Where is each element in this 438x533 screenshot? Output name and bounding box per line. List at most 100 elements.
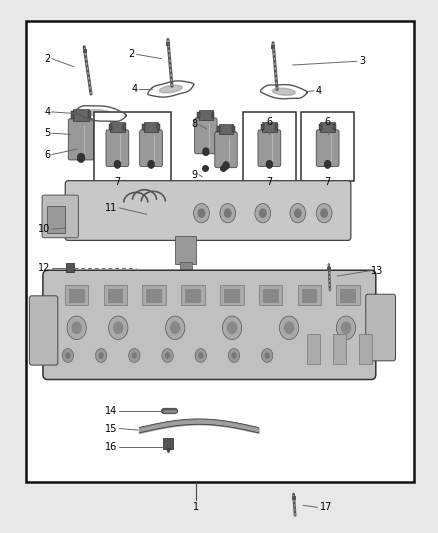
Text: 7: 7 — [325, 177, 331, 187]
Circle shape — [261, 349, 273, 362]
Circle shape — [162, 349, 173, 362]
Text: 4: 4 — [315, 86, 321, 95]
Text: 6: 6 — [325, 117, 331, 127]
Bar — [163, 438, 173, 449]
Circle shape — [290, 204, 306, 223]
Bar — [333, 124, 336, 130]
Circle shape — [194, 204, 209, 223]
Circle shape — [231, 352, 237, 359]
Bar — [73, 109, 89, 121]
FancyBboxPatch shape — [366, 294, 396, 361]
Bar — [108, 289, 124, 303]
Circle shape — [202, 148, 209, 156]
Bar — [263, 289, 279, 303]
Bar — [109, 124, 112, 130]
Bar — [218, 126, 220, 132]
Text: 4: 4 — [44, 107, 50, 117]
Text: 6: 6 — [44, 150, 50, 159]
Bar — [301, 112, 354, 181]
Circle shape — [95, 349, 107, 362]
FancyBboxPatch shape — [140, 130, 162, 166]
Bar — [259, 285, 283, 305]
Circle shape — [71, 321, 82, 334]
Text: 2: 2 — [44, 54, 50, 63]
Text: 12: 12 — [38, 263, 50, 272]
Bar — [198, 112, 200, 118]
Bar — [88, 111, 91, 118]
Circle shape — [62, 349, 74, 362]
Bar — [142, 124, 145, 130]
Bar — [275, 124, 278, 130]
Bar — [307, 334, 320, 364]
Bar — [320, 122, 335, 132]
Text: 1: 1 — [193, 503, 199, 512]
Circle shape — [294, 208, 302, 218]
FancyBboxPatch shape — [258, 130, 281, 166]
Circle shape — [223, 161, 230, 169]
Circle shape — [336, 316, 356, 340]
Text: 10: 10 — [38, 224, 50, 234]
FancyBboxPatch shape — [65, 181, 351, 240]
Bar — [359, 334, 372, 364]
Circle shape — [324, 160, 331, 168]
Circle shape — [165, 352, 170, 359]
Bar — [47, 206, 65, 233]
Bar — [262, 122, 277, 132]
Text: 7: 7 — [114, 177, 120, 187]
Text: 9: 9 — [192, 170, 198, 180]
Bar — [94, 112, 171, 181]
Bar — [123, 124, 126, 130]
Bar — [180, 262, 192, 277]
FancyBboxPatch shape — [316, 130, 339, 166]
Bar — [319, 124, 322, 130]
Bar — [199, 110, 213, 120]
Bar — [26, 21, 414, 482]
Circle shape — [220, 204, 236, 223]
FancyBboxPatch shape — [43, 270, 376, 379]
Circle shape — [341, 321, 351, 334]
Circle shape — [65, 352, 71, 359]
Circle shape — [320, 208, 328, 218]
Bar — [181, 285, 205, 305]
Bar — [243, 112, 296, 181]
Text: 13: 13 — [371, 266, 384, 276]
Bar — [185, 289, 201, 303]
Bar — [71, 111, 74, 118]
Bar — [224, 289, 240, 303]
Bar — [340, 289, 356, 303]
Bar — [232, 126, 234, 132]
FancyBboxPatch shape — [106, 130, 129, 166]
FancyBboxPatch shape — [194, 118, 217, 154]
Text: 4: 4 — [132, 84, 138, 94]
Circle shape — [255, 204, 271, 223]
Text: 16: 16 — [105, 442, 117, 451]
Bar — [212, 112, 214, 118]
Bar — [333, 334, 346, 364]
Bar — [104, 285, 127, 305]
Circle shape — [228, 349, 240, 362]
Circle shape — [227, 321, 237, 334]
Circle shape — [170, 321, 180, 334]
Bar — [144, 122, 159, 132]
Text: 3: 3 — [359, 56, 365, 66]
Bar — [69, 289, 85, 303]
Circle shape — [77, 153, 85, 163]
Circle shape — [67, 316, 86, 340]
Text: 14: 14 — [105, 407, 117, 416]
Bar — [110, 122, 125, 132]
FancyBboxPatch shape — [68, 119, 94, 160]
Text: 11: 11 — [105, 203, 117, 213]
Bar — [297, 285, 321, 305]
Circle shape — [166, 316, 185, 340]
Circle shape — [198, 208, 205, 218]
Circle shape — [129, 349, 140, 362]
Bar — [142, 285, 166, 305]
Text: 8: 8 — [192, 119, 198, 128]
Circle shape — [148, 160, 155, 168]
Text: 2: 2 — [129, 50, 135, 59]
Circle shape — [266, 160, 273, 168]
Text: 6: 6 — [266, 117, 272, 127]
Circle shape — [259, 208, 267, 218]
Circle shape — [284, 321, 294, 334]
Polygon shape — [272, 88, 295, 95]
